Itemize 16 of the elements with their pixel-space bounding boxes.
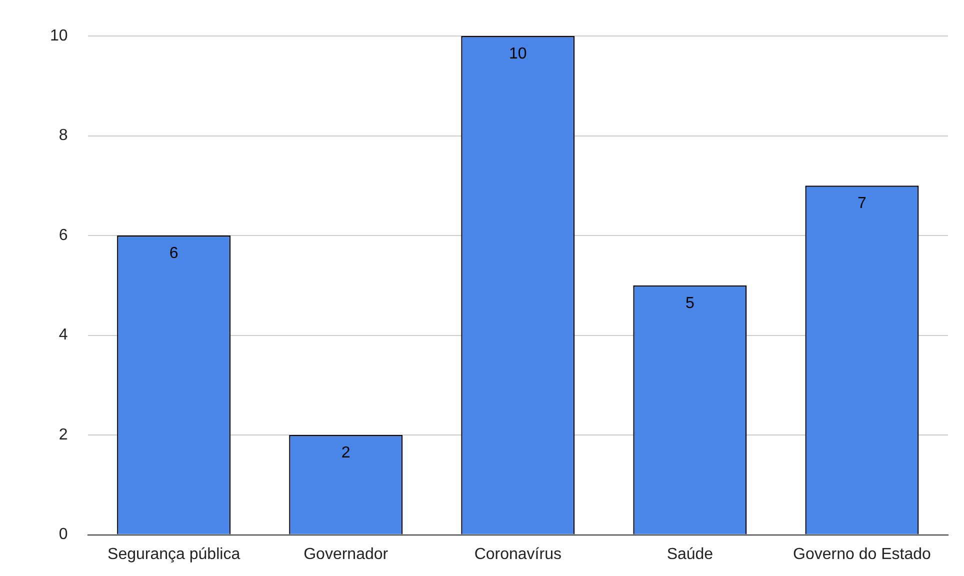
x-tick-label: Governador: [304, 546, 389, 563]
x-tick-label: Segurança pública: [108, 546, 240, 563]
y-tick-label: 6: [58, 226, 68, 244]
data-label: 2: [341, 444, 350, 462]
x-tick-label: Saúde: [666, 546, 714, 563]
x-tick-label: Governo do Estado: [793, 546, 932, 563]
data-label: 5: [685, 294, 694, 312]
data-label: 10: [509, 45, 527, 62]
y-tick-label: 4: [58, 326, 68, 344]
y-tick-label: 2: [58, 426, 68, 444]
y-tick-label: 8: [58, 127, 68, 144]
data-label: 7: [858, 195, 867, 212]
x-tick-label: Coronavírus: [474, 546, 562, 563]
y-tick-label: 10: [50, 27, 68, 44]
data-label: 6: [169, 244, 178, 262]
y-tick-label: 0: [58, 526, 68, 544]
